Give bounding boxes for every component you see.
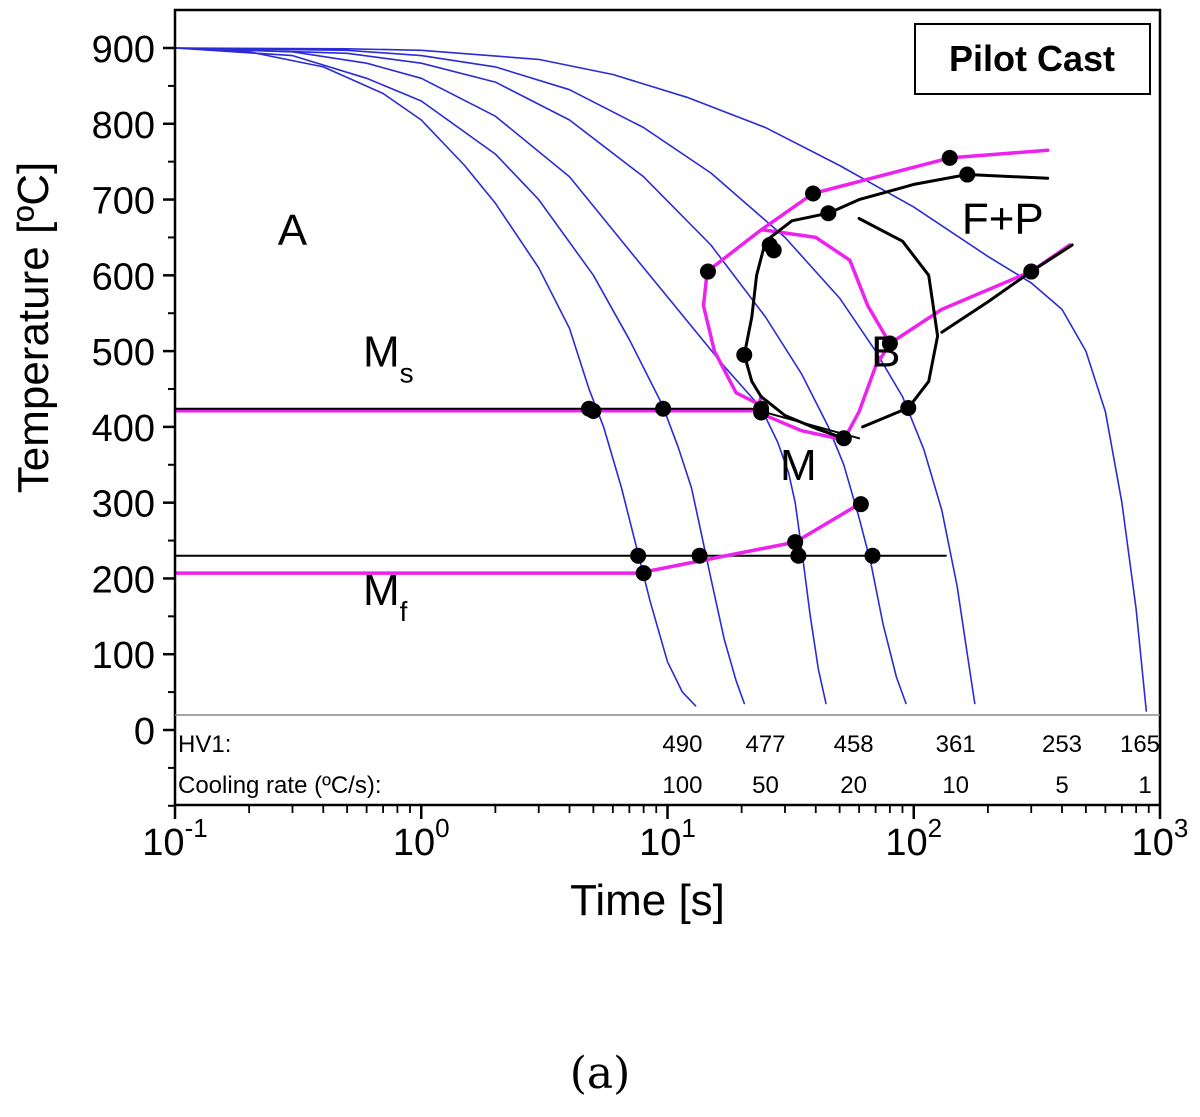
boundary-bainite-start — [761, 228, 1072, 346]
x-tick-label: 100 — [393, 813, 450, 864]
transformation-point — [820, 205, 837, 222]
ms-label-main: M — [363, 327, 400, 376]
y-tick-label: 400 — [92, 408, 155, 450]
plot-layer — [175, 47, 1148, 712]
y-tick-label: 900 — [92, 29, 155, 71]
y-axis-title: Temperature [ºC] — [9, 162, 58, 494]
transformation-point — [691, 547, 708, 564]
ms-label-sub: s — [400, 357, 414, 388]
transformation-point — [765, 242, 782, 259]
y-tick-label: 300 — [92, 484, 155, 526]
transformation-point — [835, 430, 852, 447]
cooling-rate-value: 1 — [1138, 772, 1151, 799]
x-tick-base: 10 — [1132, 822, 1174, 864]
transformation-point — [941, 149, 958, 166]
x-tick-exponent: 3 — [1174, 813, 1188, 843]
mf-label-main: M — [363, 566, 400, 615]
transformation-point — [881, 335, 898, 352]
y-tick-label: 200 — [92, 559, 155, 601]
transformation-point — [753, 404, 770, 421]
x-tick-base: 10 — [142, 822, 184, 864]
transformation-point — [630, 547, 647, 564]
y-tick-label: 0 — [134, 711, 155, 753]
hv-value: 458 — [834, 731, 874, 758]
transformation-point — [852, 496, 869, 513]
mf-label-sub: f — [400, 596, 408, 627]
transformation-point — [585, 402, 602, 419]
transformation-point — [699, 263, 716, 280]
cooling-curve-1 — [175, 47, 1148, 712]
y-tick-label: 600 — [92, 256, 155, 298]
x-tick-label: 101 — [639, 813, 696, 864]
cooling-rate-value: 50 — [752, 772, 779, 799]
transformation-point — [736, 346, 753, 363]
x-tick-base: 10 — [639, 822, 681, 864]
transformation-point — [635, 565, 652, 582]
transformation-point — [864, 547, 881, 564]
x-tick-base: 10 — [393, 822, 435, 864]
transformation-point — [790, 547, 807, 564]
cooling-curve-50 — [175, 47, 746, 705]
transformation-point — [787, 534, 804, 551]
x-tick-exponent: 0 — [435, 813, 449, 843]
region-label: M — [780, 441, 817, 490]
cooling-rate-value: 10 — [942, 772, 969, 799]
x-tick-exponent: 1 — [681, 813, 695, 843]
cooling-rate-value: 5 — [1055, 772, 1068, 799]
hv-value: 490 — [662, 731, 702, 758]
y-tick-label: 100 — [92, 635, 155, 677]
hv-value: 165 — [1120, 731, 1160, 758]
title-box — [914, 23, 1151, 95]
hv-row-label: HV1: — [178, 731, 231, 758]
boundary-pearlite-finish — [826, 173, 1050, 215]
x-tick-exponent: 2 — [928, 813, 942, 843]
x-tick-label: 102 — [885, 813, 942, 864]
transformation-point — [959, 166, 976, 183]
y-tick-label: 500 — [92, 332, 155, 374]
y-tick-label: 700 — [92, 181, 155, 223]
hv-value: 253 — [1042, 731, 1082, 758]
hv-value: 361 — [936, 731, 976, 758]
x-tick-label: 103 — [1132, 813, 1189, 864]
ms-label: Ms — [363, 327, 414, 388]
transformation-point — [805, 185, 822, 202]
mf-line-magenta — [175, 502, 861, 575]
region-label: F+P — [962, 195, 1044, 244]
x-tick-exponent: -1 — [185, 813, 208, 843]
cooling-rate-value: 100 — [662, 772, 702, 799]
mf-label: Mf — [363, 566, 408, 627]
x-axis-title: Time [s] — [570, 876, 725, 925]
region-label: B — [871, 327, 900, 376]
cooling-curve-100 — [175, 47, 697, 707]
hv-value: 477 — [745, 731, 785, 758]
transformation-point — [1023, 263, 1040, 280]
x-tick-label: 10-1 — [142, 813, 207, 864]
cooling-curve-10 — [175, 47, 907, 705]
figure-caption: (a) — [569, 1048, 631, 1099]
transformation-point — [655, 400, 672, 417]
chart-title: Pilot Cast — [949, 38, 1115, 79]
cooling-rate-value: 20 — [840, 772, 867, 799]
boundary-bainite-finish-loop — [857, 217, 940, 429]
cooling-rate-row-label: Cooling rate (ºC/s): — [178, 772, 382, 799]
region-label: A — [278, 206, 308, 255]
boundary-pearlite-right — [940, 243, 1074, 334]
cooling-curve-5 — [175, 47, 976, 705]
boundary-bainite-lower — [754, 341, 892, 442]
y-tick-label: 800 — [92, 105, 155, 147]
x-tick-base: 10 — [885, 822, 927, 864]
ms-line — [175, 407, 861, 440]
transformation-point — [900, 399, 917, 416]
